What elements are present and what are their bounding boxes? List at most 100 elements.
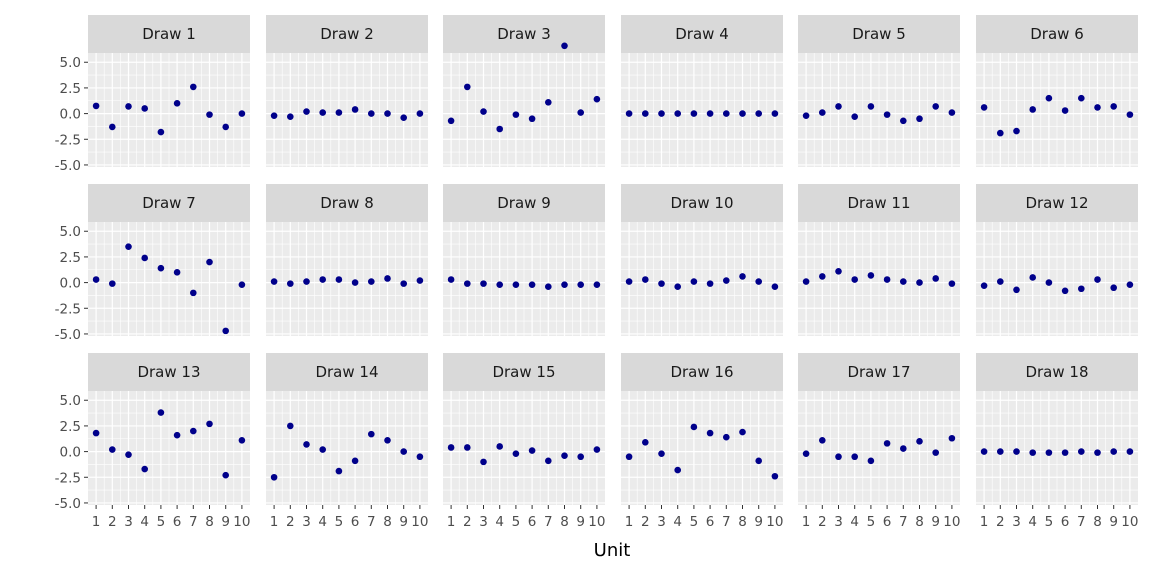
data-point xyxy=(1126,448,1134,455)
data-point xyxy=(496,125,504,133)
data-point xyxy=(1013,286,1020,294)
data-point xyxy=(706,110,714,117)
facet-panel: Draw 14 xyxy=(266,353,428,505)
data-point xyxy=(512,111,520,118)
data-point xyxy=(932,103,939,110)
data-point xyxy=(980,282,988,289)
x-tick-label: 4 xyxy=(318,514,327,530)
x-tick-label: 7 xyxy=(189,514,198,530)
data-point xyxy=(706,280,714,287)
data-point xyxy=(739,110,746,117)
data-point xyxy=(335,276,343,283)
facet-panel: Draw 3 xyxy=(443,15,605,167)
x-tick-label: 10 xyxy=(943,514,960,530)
x-tick-label: 3 xyxy=(124,514,133,530)
facet-panel: Draw 8 xyxy=(266,184,428,336)
data-point xyxy=(303,441,310,448)
x-tick-label: 9 xyxy=(931,514,940,530)
gridlines xyxy=(621,53,783,167)
data-point xyxy=(997,129,1004,137)
data-point xyxy=(464,444,471,451)
data-point xyxy=(771,110,779,117)
y-tick-label: -5.0 xyxy=(55,496,81,512)
facet-strip xyxy=(266,353,428,391)
data-points xyxy=(802,267,956,287)
data-points xyxy=(802,434,956,465)
facet-panel: Draw 11 xyxy=(798,184,960,336)
data-point xyxy=(835,453,842,461)
gridlines xyxy=(266,222,428,336)
data-point xyxy=(835,103,842,110)
data-point xyxy=(287,280,294,287)
x-tick-label: 4 xyxy=(495,514,504,530)
facet-strip xyxy=(798,184,960,222)
data-point xyxy=(496,443,504,450)
data-point xyxy=(480,108,487,115)
data-point xyxy=(222,123,229,131)
data-point xyxy=(819,436,826,444)
data-point xyxy=(125,451,132,458)
data-point xyxy=(674,110,681,117)
y-tick-label: 5.0 xyxy=(60,224,81,240)
data-point xyxy=(980,104,988,111)
x-tick-label: 8 xyxy=(738,514,747,530)
data-point xyxy=(577,109,584,116)
data-point xyxy=(883,276,891,283)
x-tick-label: 4 xyxy=(673,514,682,530)
y-tick-label: 2.5 xyxy=(60,81,81,97)
x-tick-label: 9 xyxy=(576,514,585,530)
data-point xyxy=(319,276,327,283)
data-point xyxy=(690,423,698,431)
data-points xyxy=(270,275,424,287)
data-point xyxy=(771,472,779,480)
data-point xyxy=(1045,279,1053,286)
data-points xyxy=(92,409,246,479)
x-axis: 1 2 3 4 5 6 7 8 9 10 1 2 3 4 5 6 7 8 9 10 1 2 3 4 5 6 7 8 9 10 1 2 3 4 5 6 7… xyxy=(92,505,1138,530)
data-point xyxy=(948,280,956,287)
x-tick-label: 1 xyxy=(447,514,456,530)
x-tick-label: 10 xyxy=(1121,514,1138,530)
data-point xyxy=(577,281,584,288)
x-tick-label: 3 xyxy=(834,514,843,530)
gridlines xyxy=(88,53,250,167)
data-points xyxy=(92,83,246,136)
facet-strip xyxy=(88,353,250,391)
y-tick-label: 0.0 xyxy=(60,276,81,292)
facet-strip-label: Draw 12 xyxy=(1025,194,1088,212)
data-points xyxy=(980,274,1134,295)
data-point xyxy=(658,450,665,457)
x-tick-label: 8 xyxy=(383,514,392,530)
facet-strip-label: Draw 11 xyxy=(847,194,910,212)
x-tick-label: 9 xyxy=(1109,514,1118,530)
data-point xyxy=(173,269,181,276)
y-tick-label: 0.0 xyxy=(60,107,81,123)
facet-strip-label: Draw 3 xyxy=(497,25,551,43)
x-tick-label: 10 xyxy=(766,514,783,530)
data-point xyxy=(625,278,633,285)
x-tick-label: 8 xyxy=(1093,514,1102,530)
data-point xyxy=(92,276,100,283)
data-point xyxy=(1094,104,1101,111)
data-point xyxy=(1013,127,1020,135)
data-point xyxy=(561,42,568,50)
y-tick-label: -5.0 xyxy=(55,327,81,343)
data-point xyxy=(496,281,504,288)
data-point xyxy=(270,112,278,119)
data-point xyxy=(222,471,229,479)
gridlines xyxy=(976,53,1138,167)
facet-strip-label: Draw 17 xyxy=(847,363,910,381)
y-tick-label: 5.0 xyxy=(60,393,81,409)
data-point xyxy=(1045,449,1053,456)
data-point xyxy=(900,278,907,285)
x-tick-label: 5 xyxy=(157,514,166,530)
data-point xyxy=(416,110,424,117)
data-point xyxy=(1078,94,1085,102)
data-point xyxy=(723,110,730,117)
facet-panel: Draw 10 xyxy=(621,184,783,336)
data-point xyxy=(1061,287,1069,295)
data-points xyxy=(447,42,601,133)
y-axis: -5.0 -2.5 0.0 2.5 5.0 -5.0 -2.5 0.0 2.5 5.0 -5.0 -2… xyxy=(55,55,88,512)
data-point xyxy=(755,457,762,465)
data-points xyxy=(447,276,601,291)
data-point xyxy=(1126,111,1134,118)
